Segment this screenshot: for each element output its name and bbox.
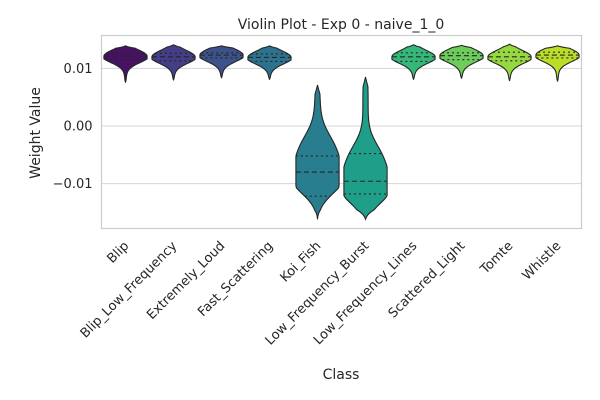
x-tick-label: Blip_Low_Frequency xyxy=(78,239,181,342)
x-axis-label: Class xyxy=(323,367,360,383)
chart-title: Violin Plot - Exp 0 - naive_1_0 xyxy=(238,17,445,33)
violins xyxy=(103,43,580,221)
violin-tomte xyxy=(487,43,532,82)
violin-blip xyxy=(103,45,148,83)
x-tick-label: Whistle xyxy=(520,239,565,284)
grid-lines xyxy=(101,67,582,185)
violin-extremely-loud xyxy=(199,45,244,79)
x-tick-label: Blip xyxy=(104,239,132,267)
violin-scattered-light xyxy=(439,44,484,79)
y-axis-label: Weight Value xyxy=(28,87,44,179)
violin-koi-fish xyxy=(295,84,340,220)
violin-fast-scattering xyxy=(247,45,292,80)
plot-frame xyxy=(100,34,583,230)
y-tick-label: 0.00 xyxy=(64,119,93,134)
violin-whistle xyxy=(535,45,580,82)
violin-blip-low-frequency xyxy=(151,44,196,81)
y-tick-label: 0.01 xyxy=(64,62,93,77)
y-tick-labels: 0.01 0.00 −0.01 xyxy=(53,62,93,192)
violin-low-frequency-burst xyxy=(343,76,388,221)
x-tick-label: Tomte xyxy=(477,239,516,278)
violin-low-frequency-lines xyxy=(391,44,436,80)
x-tick-labels: BlipBlip_Low_FrequencyExtremely_LoudFast… xyxy=(78,239,565,349)
x-tick-label: Koi_Fish xyxy=(278,239,325,286)
y-tick-label: −0.01 xyxy=(53,177,93,192)
